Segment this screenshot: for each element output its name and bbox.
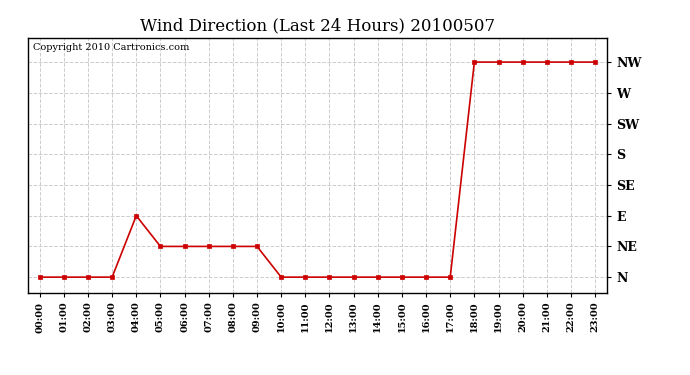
Text: Copyright 2010 Cartronics.com: Copyright 2010 Cartronics.com (33, 43, 190, 52)
Title: Wind Direction (Last 24 Hours) 20100507: Wind Direction (Last 24 Hours) 20100507 (140, 18, 495, 34)
